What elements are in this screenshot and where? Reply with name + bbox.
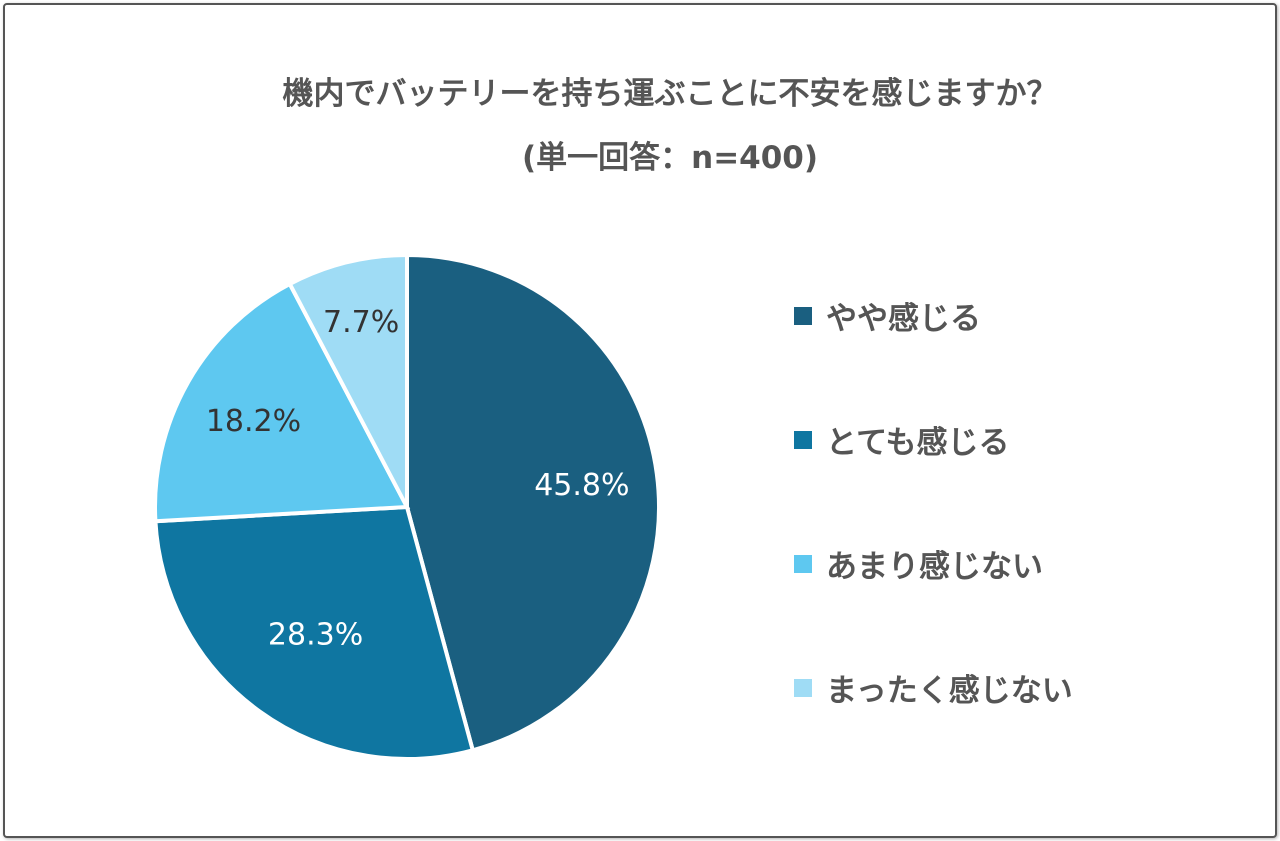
- slice-label: 45.8%: [534, 468, 629, 503]
- legend-item: とても感じる: [794, 417, 1010, 462]
- legend-label: あまり感じない: [826, 549, 1043, 585]
- legend-label: やや感じる: [826, 301, 981, 337]
- pie-slice: [405, 252, 661, 753]
- pie-slice: [287, 252, 409, 508]
- legend-item: やや感じる: [794, 293, 981, 338]
- legend-swatch: [794, 554, 812, 573]
- chart-title: 機内でバッテリーを持ち運ぶことに不安を感じますか？: [282, 76, 1058, 112]
- legend-swatch: [794, 306, 812, 325]
- chart-subtitle: (単一回答：n=400): [521, 140, 819, 176]
- legend-label: とても感じる: [826, 425, 1010, 461]
- slice-label: 18.2%: [206, 404, 301, 439]
- slice-label: 7.7%: [323, 305, 399, 340]
- legend-swatch: [794, 678, 812, 697]
- legend-swatch: [794, 430, 812, 449]
- slice-label: 28.3%: [268, 618, 363, 653]
- pie-slice: [153, 504, 476, 761]
- legend-item: あまり感じない: [794, 541, 1043, 586]
- legend-label: まったく感じない: [826, 673, 1073, 709]
- pie-slice: [153, 281, 411, 524]
- legend-item: まったく感じない: [794, 665, 1073, 710]
